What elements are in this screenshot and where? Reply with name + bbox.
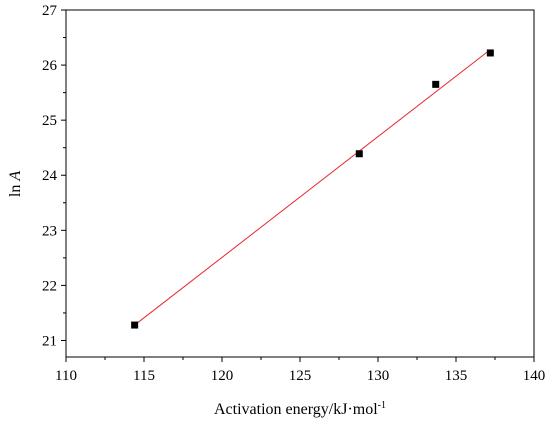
- fit-line: [134, 49, 491, 326]
- x-tick-label: 135: [445, 368, 468, 384]
- plot-border: [65, 9, 535, 358]
- y-tick-label: 25: [42, 113, 57, 129]
- data-point: [486, 49, 494, 57]
- y-axis-title: ln A: [7, 171, 24, 197]
- y-tick-label: 22: [42, 278, 57, 294]
- data-point: [355, 150, 363, 158]
- x-tick-label: 120: [211, 368, 234, 384]
- x-tick-label: 110: [55, 368, 77, 384]
- fit-line-layer: [134, 49, 491, 326]
- data-points: [131, 49, 494, 329]
- y-tick-label: 24: [42, 168, 58, 184]
- y-tick-label: 23: [42, 223, 57, 239]
- x-axis-title: Activation energy/kJ·mol-1: [214, 400, 386, 418]
- data-point: [432, 80, 440, 88]
- y-axis: 21 22 23 24 25 26 27: [42, 3, 66, 349]
- x-tick-label: 115: [133, 368, 155, 384]
- y-tick-label: 21: [42, 333, 57, 349]
- plot-frame: [65, 9, 535, 358]
- y-tick-label: 26: [42, 58, 58, 74]
- data-point: [131, 321, 139, 329]
- x-axis: 110 115 120 125 130 135 140: [55, 357, 545, 384]
- y-tick-label: 27: [42, 3, 58, 19]
- x-tick-label: 125: [289, 368, 312, 384]
- x-tick-label: 140: [523, 368, 546, 384]
- x-tick-label: 130: [367, 368, 390, 384]
